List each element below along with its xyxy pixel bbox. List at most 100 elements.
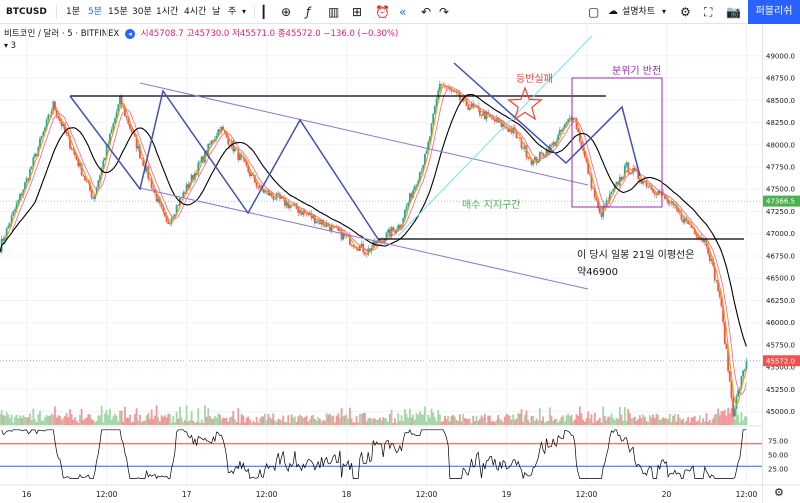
zigzag-line[interactable] <box>69 89 379 240</box>
volume-bar <box>708 419 711 425</box>
layout-name[interactable]: 설명차트 <box>622 7 656 17</box>
star-icon[interactable] <box>507 86 543 121</box>
volume-bar <box>159 421 161 425</box>
volume-bar <box>259 418 261 425</box>
candle-body <box>152 188 155 190</box>
interval-30m[interactable]: 30분 <box>132 7 152 17</box>
volume-bar <box>312 414 315 425</box>
zigzag-line[interactable] <box>453 62 641 177</box>
interval-4h[interactable]: 4시간 <box>184 7 207 17</box>
volume-bar <box>0 414 1 425</box>
volume-bar <box>332 415 335 425</box>
price-axis[interactable] <box>762 24 800 503</box>
templates-icon[interactable]: ⊞ <box>352 5 363 19</box>
replay-icon[interactable]: « <box>399 5 407 19</box>
volume-bar <box>700 422 703 425</box>
replay-badge-icon[interactable]: ◂ <box>125 29 135 39</box>
candle-body <box>623 165 626 177</box>
undo-icon[interactable]: ↶ <box>421 5 432 19</box>
volume-bar <box>104 413 106 425</box>
interval-week[interactable]: 주 <box>228 7 237 17</box>
financials-icon[interactable]: ▥ <box>328 5 340 19</box>
volume-bar <box>224 418 226 425</box>
volume-bar <box>137 420 140 425</box>
cloud-icon[interactable]: ☁ <box>608 6 618 17</box>
candle-body <box>329 226 331 232</box>
candle-body <box>702 238 705 243</box>
volume-bar <box>307 421 310 425</box>
volume-bar <box>490 421 493 425</box>
layout-icon[interactable]: ▢ <box>588 5 600 19</box>
compare-plus-icon[interactable]: ⊕ <box>281 5 292 19</box>
volume-bar <box>339 417 341 425</box>
candle-body <box>717 280 720 292</box>
candle-body <box>339 229 341 231</box>
candle-body <box>199 162 201 163</box>
volume-bar <box>194 422 196 425</box>
candle-body <box>738 388 741 391</box>
camera-icon[interactable]: 📷 <box>726 5 741 19</box>
volume-bar <box>698 415 701 425</box>
sentiment-box[interactable] <box>571 77 663 208</box>
interval-1m[interactable]: 1분 <box>66 7 81 17</box>
candle-body <box>425 150 428 154</box>
volume-bar <box>42 420 45 425</box>
interval-5m[interactable]: 5분 <box>88 7 103 17</box>
alert-clock-icon[interactable]: ⏰ <box>375 5 390 19</box>
candle-body <box>145 166 148 172</box>
candle-body <box>565 122 568 124</box>
volume-bar <box>145 415 148 425</box>
volume-bar <box>390 409 393 425</box>
candle-style-icon[interactable]: ┃ <box>260 5 268 19</box>
volume-bar <box>15 414 18 425</box>
candle-body <box>90 190 93 198</box>
volume-bar <box>668 413 671 425</box>
volume-bar <box>725 415 728 425</box>
candle-body <box>542 153 545 157</box>
candle-body <box>642 180 645 184</box>
rsi-pane[interactable] <box>0 425 762 480</box>
volume-bar <box>518 413 521 425</box>
interval-15m[interactable]: 15분 <box>108 7 128 17</box>
candle-body <box>234 148 236 152</box>
symbol-search[interactable]: BTCUSD <box>6 7 47 17</box>
gear-icon[interactable]: ⚙ <box>680 5 691 19</box>
candle-body <box>285 202 288 206</box>
volume-bar <box>139 414 141 425</box>
candle-body <box>745 361 748 369</box>
chevron-down-icon[interactable]: ▾ <box>662 7 667 16</box>
volume-bar <box>117 421 120 425</box>
candle-body <box>618 177 621 186</box>
candle-body <box>254 175 256 183</box>
channel-lower-line[interactable] <box>139 187 589 290</box>
volume-bar <box>437 410 440 425</box>
interval-day[interactable]: 날 <box>212 7 221 17</box>
channel-upper-line[interactable] <box>139 82 589 186</box>
volume-bar <box>618 406 621 425</box>
volume-bar <box>190 411 193 425</box>
candle-body <box>29 169 31 180</box>
indicator-toggle[interactable]: ▾ 3 <box>4 41 16 51</box>
gear-icon[interactable]: ⚙ <box>774 486 784 499</box>
volume-bar <box>662 417 665 425</box>
candle-body <box>348 235 351 245</box>
volume-bar <box>244 422 246 425</box>
interval-1h[interactable]: 1시간 <box>156 7 179 17</box>
candle-body <box>259 185 261 188</box>
redo-icon[interactable]: ↷ <box>439 5 450 19</box>
candle-body <box>67 133 70 137</box>
indicators-fx-icon[interactable]: ƒ <box>306 5 311 19</box>
volume-bar <box>222 417 225 425</box>
publish-button[interactable]: 퍼블리쉬 <box>748 0 800 24</box>
volume-bar <box>552 420 555 425</box>
candle-body <box>373 241 376 246</box>
fullscreen-icon[interactable]: ⛶ <box>704 5 713 19</box>
trendline[interactable] <box>397 35 593 237</box>
volume-bar <box>35 422 38 425</box>
volume-bar <box>528 422 531 425</box>
chevron-down-icon[interactable]: ▾ <box>242 7 247 16</box>
candle-body <box>19 193 21 200</box>
candle-body <box>184 192 186 194</box>
candle-body <box>135 136 138 149</box>
